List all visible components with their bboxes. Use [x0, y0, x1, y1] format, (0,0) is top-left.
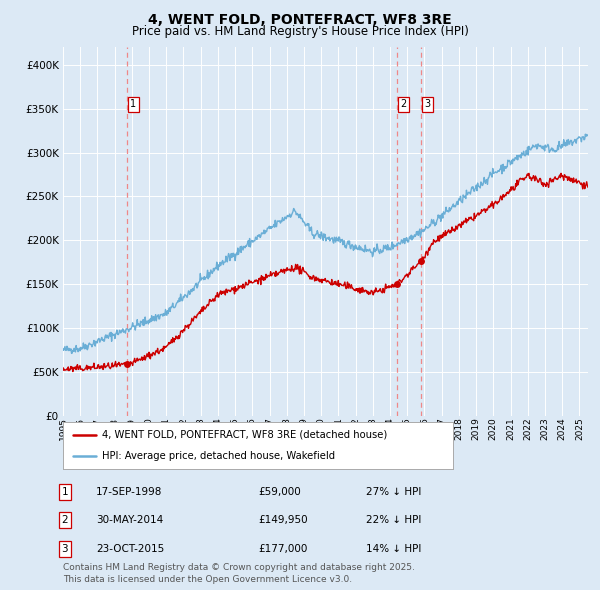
- Text: 14% ↓ HPI: 14% ↓ HPI: [366, 544, 421, 553]
- Text: £59,000: £59,000: [258, 487, 301, 497]
- Text: 4, WENT FOLD, PONTEFRACT, WF8 3RE (detached house): 4, WENT FOLD, PONTEFRACT, WF8 3RE (detac…: [102, 430, 387, 440]
- Text: 30-MAY-2014: 30-MAY-2014: [96, 516, 163, 525]
- Text: 17-SEP-1998: 17-SEP-1998: [96, 487, 163, 497]
- Text: £149,950: £149,950: [258, 516, 308, 525]
- Text: 4, WENT FOLD, PONTEFRACT, WF8 3RE: 4, WENT FOLD, PONTEFRACT, WF8 3RE: [148, 13, 452, 27]
- Text: HPI: Average price, detached house, Wakefield: HPI: Average price, detached house, Wake…: [102, 451, 335, 461]
- Text: 2: 2: [61, 516, 68, 525]
- Text: 27% ↓ HPI: 27% ↓ HPI: [366, 487, 421, 497]
- Text: 23-OCT-2015: 23-OCT-2015: [96, 544, 164, 553]
- Text: 22% ↓ HPI: 22% ↓ HPI: [366, 516, 421, 525]
- Text: 1: 1: [130, 99, 136, 109]
- Text: £177,000: £177,000: [258, 544, 307, 553]
- Text: 2: 2: [401, 99, 407, 109]
- Text: 3: 3: [425, 99, 431, 109]
- Text: 1: 1: [61, 487, 68, 497]
- Text: 3: 3: [61, 544, 68, 553]
- Text: Contains HM Land Registry data © Crown copyright and database right 2025.
This d: Contains HM Land Registry data © Crown c…: [63, 563, 415, 584]
- Text: Price paid vs. HM Land Registry's House Price Index (HPI): Price paid vs. HM Land Registry's House …: [131, 25, 469, 38]
